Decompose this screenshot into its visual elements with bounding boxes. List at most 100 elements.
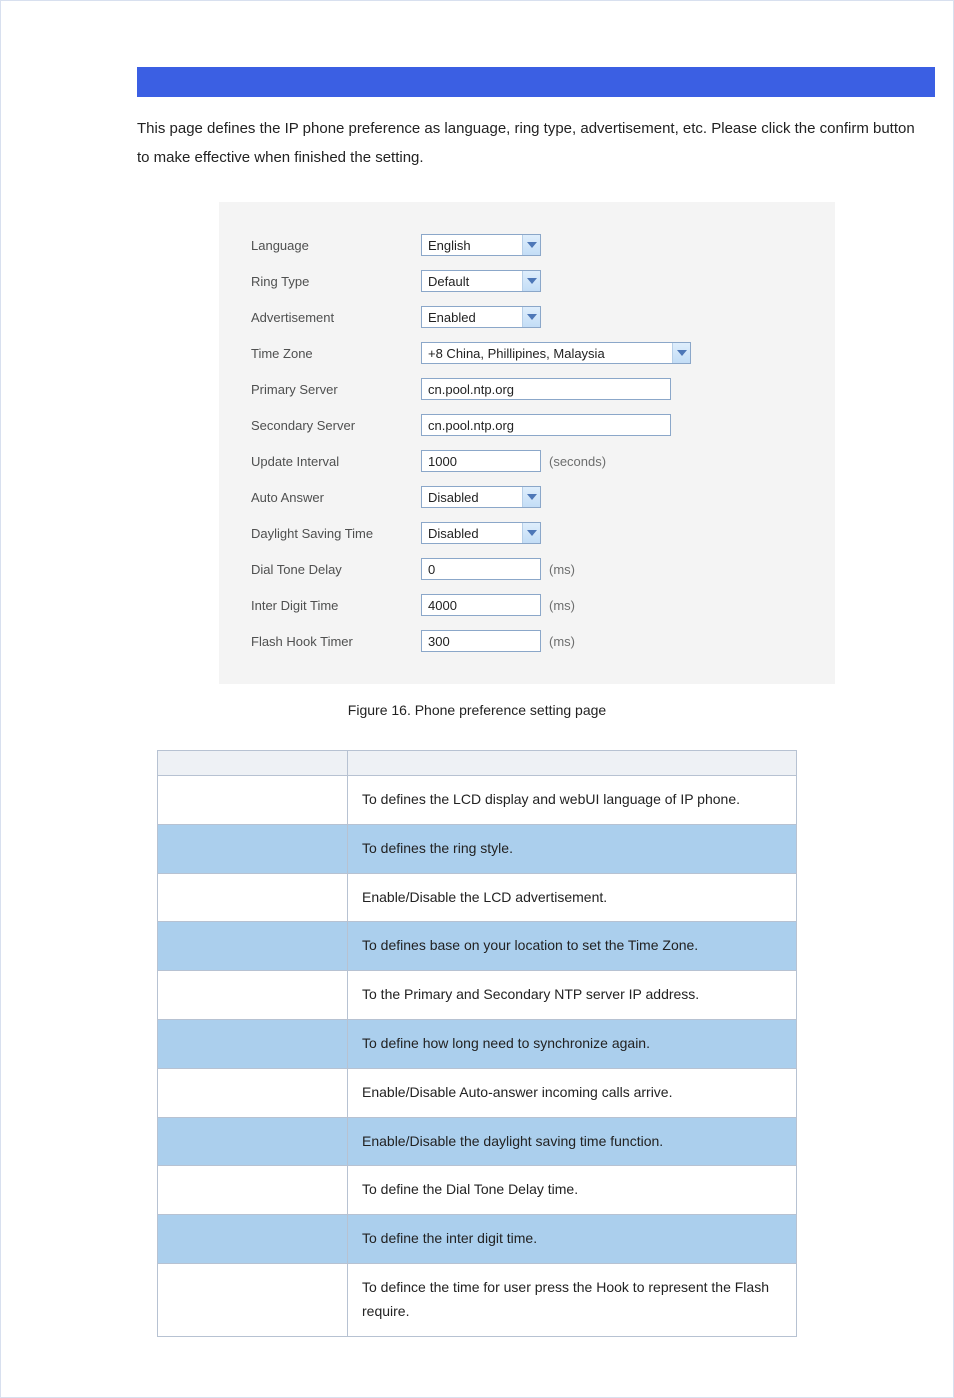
table-row: Enable/Disable the daylight saving time … xyxy=(158,1117,797,1166)
form-row: LanguageEnglish xyxy=(251,234,817,256)
table-row: To defines base on your location to set … xyxy=(158,922,797,971)
form-label: Update Interval xyxy=(251,454,421,469)
table-row: To define how long need to synchronize a… xyxy=(158,1019,797,1068)
unit-label: (ms) xyxy=(549,562,575,577)
select-value: Disabled xyxy=(422,490,522,505)
table-row: To the Primary and Secondary NTP server … xyxy=(158,971,797,1020)
table-cell-desc: To the Primary and Secondary NTP server … xyxy=(348,971,797,1020)
form-row: Ring TypeDefault xyxy=(251,270,817,292)
table-cell-desc: To defines base on your location to set … xyxy=(348,922,797,971)
select-value: English xyxy=(422,238,522,253)
table-row: Enable/Disable Auto-answer incoming call… xyxy=(158,1068,797,1117)
table-row: To define the inter digit time. xyxy=(158,1215,797,1264)
table-header-desc xyxy=(348,751,797,776)
table-cell-field xyxy=(158,971,348,1020)
table-header-field xyxy=(158,751,348,776)
form-row: Inter Digit Time4000 (ms) xyxy=(251,594,817,616)
select-input[interactable]: English xyxy=(421,234,541,256)
chevron-down-icon[interactable] xyxy=(522,523,540,543)
table-cell-field xyxy=(158,1166,348,1215)
chevron-down-icon[interactable] xyxy=(522,307,540,327)
form-row: Primary Servercn.pool.ntp.org xyxy=(251,378,817,400)
select-input[interactable]: +8 China, Phillipines, Malaysia xyxy=(421,342,691,364)
table-cell-field xyxy=(158,1263,348,1336)
table-row: Enable/Disable the LCD advertisement. xyxy=(158,873,797,922)
form-row: Dial Tone Delay0(ms) xyxy=(251,558,817,580)
form-label: Flash Hook Timer xyxy=(251,634,421,649)
form-control: Disabled xyxy=(421,522,541,544)
form-label: Language xyxy=(251,238,421,253)
chevron-down-icon[interactable] xyxy=(522,235,540,255)
chevron-down-icon[interactable] xyxy=(522,271,540,291)
form-label: Ring Type xyxy=(251,274,421,289)
table-cell-desc: Enable/Disable Auto-answer incoming call… xyxy=(348,1068,797,1117)
form-control: Disabled xyxy=(421,486,541,508)
figure-caption: Figure 16. Phone preference setting page xyxy=(19,702,935,718)
text-input[interactable]: cn.pool.ntp.org xyxy=(421,414,671,436)
form-row: Auto AnswerDisabled xyxy=(251,486,817,508)
select-value: Default xyxy=(422,274,522,289)
form-row: Flash Hook Timer300 (ms) xyxy=(251,630,817,652)
table-cell-field xyxy=(158,922,348,971)
form-control: Enabled xyxy=(421,306,541,328)
text-input[interactable]: 300 xyxy=(421,630,541,652)
table-cell-desc: Enable/Disable the daylight saving time … xyxy=(348,1117,797,1166)
table-cell-desc: Enable/Disable the LCD advertisement. xyxy=(348,873,797,922)
table-cell-desc: To define how long need to synchronize a… xyxy=(348,1019,797,1068)
table-cell-field xyxy=(158,1117,348,1166)
preferences-form-panel: LanguageEnglish Ring TypeDefault Advertise… xyxy=(219,202,835,684)
unit-label: (ms) xyxy=(549,598,575,613)
form-control: 1000 (seconds) xyxy=(421,450,606,472)
form-label: Primary Server xyxy=(251,382,421,397)
form-control: 0 (ms) xyxy=(421,558,575,580)
select-input[interactable]: Enabled xyxy=(421,306,541,328)
select-value: +8 China, Phillipines, Malaysia xyxy=(422,346,672,361)
text-input[interactable]: 0 xyxy=(421,558,541,580)
chevron-down-icon[interactable] xyxy=(522,487,540,507)
table-cell-field xyxy=(158,1215,348,1264)
table-cell-desc: To defines the ring style. xyxy=(348,824,797,873)
table-row: To defince the time for user press the H… xyxy=(158,1263,797,1336)
text-input[interactable]: 4000 xyxy=(421,594,541,616)
form-row: Daylight Saving TimeDisabled xyxy=(251,522,817,544)
unit-label: (ms) xyxy=(549,634,575,649)
chevron-down-icon[interactable] xyxy=(672,343,690,363)
text-input[interactable]: cn.pool.ntp.org xyxy=(421,378,671,400)
form-control: English xyxy=(421,234,541,256)
form-label: Secondary Server xyxy=(251,418,421,433)
text-input[interactable]: 1000 xyxy=(421,450,541,472)
form-control: cn.pool.ntp.org xyxy=(421,414,671,436)
table-cell-field xyxy=(158,1019,348,1068)
form-row: Secondary Servercn.pool.ntp.org xyxy=(251,414,817,436)
table-header-row xyxy=(158,751,797,776)
form-row: Update Interval1000 (seconds) xyxy=(251,450,817,472)
select-value: Disabled xyxy=(422,526,522,541)
select-input[interactable]: Default xyxy=(421,270,541,292)
unit-label: (seconds) xyxy=(549,454,606,469)
table-cell-field xyxy=(158,824,348,873)
form-control: +8 China, Phillipines, Malaysia xyxy=(421,342,691,364)
table-cell-desc: To defince the time for user press the H… xyxy=(348,1263,797,1336)
form-control: cn.pool.ntp.org xyxy=(421,378,671,400)
form-row: Time Zone+8 China, Phillipines, Malaysia xyxy=(251,342,817,364)
select-input[interactable]: Disabled xyxy=(421,486,541,508)
form-control: 4000 (ms) xyxy=(421,594,575,616)
form-label: Auto Answer xyxy=(251,490,421,505)
form-row: AdvertisementEnabled xyxy=(251,306,817,328)
form-control: Default xyxy=(421,270,541,292)
table-row: To define the Dial Tone Delay time. xyxy=(158,1166,797,1215)
table-cell-field xyxy=(158,776,348,825)
table-cell-field xyxy=(158,873,348,922)
form-label: Daylight Saving Time xyxy=(251,526,421,541)
header-bar xyxy=(137,67,935,97)
description-table: To defines the LCD display and webUI lan… xyxy=(157,750,797,1337)
intro-text: This page defines the IP phone preferenc… xyxy=(137,115,917,172)
form-label: Inter Digit Time xyxy=(251,598,421,613)
table-cell-desc: To define the inter digit time. xyxy=(348,1215,797,1264)
table-cell-desc: To define the Dial Tone Delay time. xyxy=(348,1166,797,1215)
select-input[interactable]: Disabled xyxy=(421,522,541,544)
table-cell-field xyxy=(158,1068,348,1117)
table-row: To defines the LCD display and webUI lan… xyxy=(158,776,797,825)
form-label: Advertisement xyxy=(251,310,421,325)
page: This page defines the IP phone preferenc… xyxy=(0,0,954,1398)
